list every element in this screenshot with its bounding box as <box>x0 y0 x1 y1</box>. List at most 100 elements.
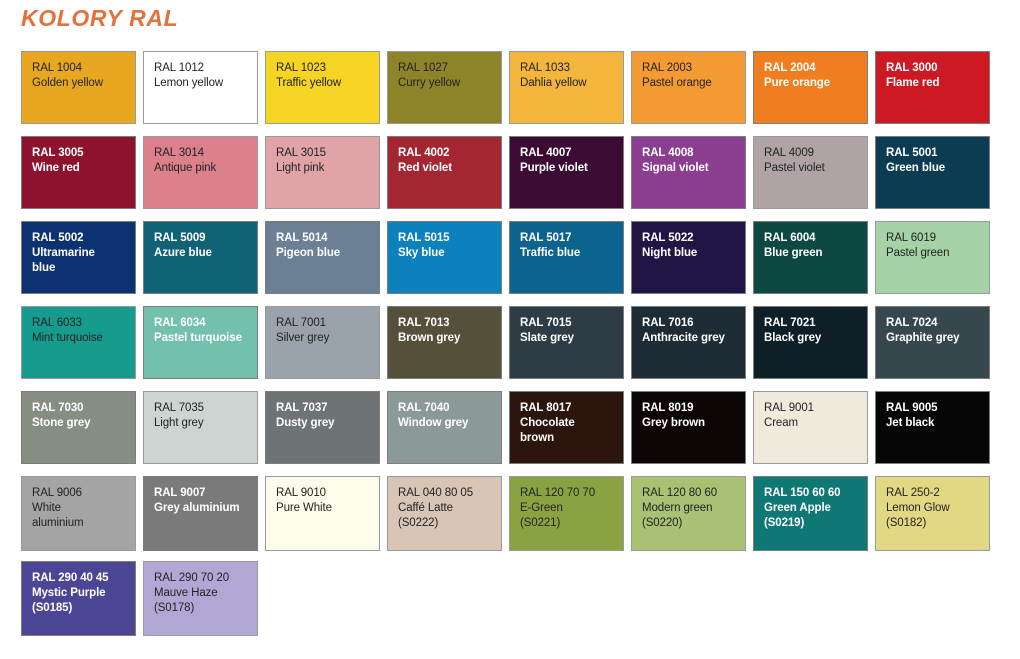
swatch-label: RAL 7035 Light grey <box>154 402 204 430</box>
color-swatch[interactable]: RAL 3000 Flame red <box>875 51 990 124</box>
swatch-label: RAL 5022 Night blue <box>642 232 698 260</box>
color-swatch[interactable]: RAL 6004 Blue green <box>753 221 868 294</box>
color-swatch[interactable]: RAL 5014 Pigeon blue <box>265 221 380 294</box>
color-swatch[interactable]: RAL 9006 White aluminium <box>21 476 136 551</box>
swatch-label: RAL 7016 Anthracite grey <box>642 317 725 345</box>
color-swatch[interactable]: RAL 4002 Red violet <box>387 136 502 209</box>
color-swatch[interactable]: RAL 7013 Brown grey <box>387 306 502 379</box>
color-swatch[interactable]: RAL 2004 Pure orange <box>753 51 868 124</box>
swatch-label: RAL 150 60 60 Green Apple (S0219) <box>764 487 841 530</box>
swatch-row: RAL 7030 Stone grey RAL 7035 Light grey RA… <box>21 391 999 476</box>
swatch-label: RAL 040 80 05 Caffé Latte (S0222) <box>398 487 473 530</box>
swatch-label: RAL 6019 Pastel green <box>886 232 950 260</box>
color-swatch[interactable]: RAL 290 70 20 Mauve Haze (S0178) <box>143 561 258 636</box>
swatch-label: RAL 8017 Chocolate brown <box>520 402 575 445</box>
swatch-label: RAL 290 70 20 Mauve Haze (S0178) <box>154 572 229 615</box>
color-swatch[interactable]: RAL 8017 Chocolate brown <box>509 391 624 464</box>
page-title: KOLORY RAL <box>21 5 179 31</box>
swatch-label: RAL 120 70 70 E-Green (S0221) <box>520 487 595 530</box>
swatch-label: RAL 9001 Cream <box>764 402 814 430</box>
swatch-label: RAL 8019 Grey brown <box>642 402 705 430</box>
color-swatch[interactable]: RAL 2003 Pastel orange <box>631 51 746 124</box>
color-swatch[interactable]: RAL 7035 Light grey <box>143 391 258 464</box>
color-swatch[interactable]: RAL 1004 Golden yellow <box>21 51 136 124</box>
color-swatch[interactable]: RAL 9010 Pure White <box>265 476 380 551</box>
color-swatch[interactable]: RAL 7021 Black grey <box>753 306 868 379</box>
color-swatch[interactable]: RAL 120 70 70 E-Green (S0221) <box>509 476 624 551</box>
swatch-label: RAL 290 40 45 Mystic Purple (S0185) <box>32 572 109 615</box>
color-swatch[interactable]: RAL 150 60 60 Green Apple (S0219) <box>753 476 868 551</box>
color-swatch[interactable]: RAL 3005 Wine red <box>21 136 136 209</box>
swatch-label: RAL 9006 White aluminium <box>32 487 84 530</box>
color-swatch[interactable]: RAL 7024 Graphite grey <box>875 306 990 379</box>
swatch-label: RAL 1027 Curry yellow <box>398 62 461 90</box>
color-swatch[interactable]: RAL 5009 Azure blue <box>143 221 258 294</box>
color-swatch[interactable]: RAL 7037 Dusty grey <box>265 391 380 464</box>
color-swatch[interactable]: RAL 7016 Anthracite grey <box>631 306 746 379</box>
swatch-grid: RAL 1004 Golden yellow RAL 1012 Lemon yel… <box>21 51 999 646</box>
swatch-label: RAL 250-2 Lemon Glow (S0182) <box>886 487 950 530</box>
swatch-row: RAL 290 40 45 Mystic Purple (S0185) RAL 2… <box>21 561 999 646</box>
color-swatch[interactable]: RAL 290 40 45 Mystic Purple (S0185) <box>21 561 136 636</box>
color-swatch[interactable]: RAL 7040 Window grey <box>387 391 502 464</box>
swatch-label: RAL 3014 Antique pink <box>154 147 217 175</box>
color-swatch[interactable]: RAL 4007 Purple violet <box>509 136 624 209</box>
swatch-placeholder <box>509 561 624 634</box>
swatch-label: RAL 3005 Wine red <box>32 147 84 175</box>
swatch-label: RAL 2003 Pastel orange <box>642 62 712 90</box>
swatch-label: RAL 5017 Traffic blue <box>520 232 581 260</box>
swatch-label: RAL 2004 Pure orange <box>764 62 831 90</box>
swatch-label: RAL 6033 Mint turquoise <box>32 317 103 345</box>
color-swatch[interactable]: RAL 040 80 05 Caffé Latte (S0222) <box>387 476 502 551</box>
swatch-label: RAL 1023 Traffic yellow <box>276 62 342 90</box>
swatch-row: RAL 5002 Ultramarine blue RAL 5009 Azure … <box>21 221 999 306</box>
swatch-label: RAL 1033 Dahlia yellow <box>520 62 587 90</box>
color-swatch[interactable]: RAL 7015 Slate grey <box>509 306 624 379</box>
swatch-label: RAL 6004 Blue green <box>764 232 823 260</box>
color-swatch[interactable]: RAL 7030 Stone grey <box>21 391 136 464</box>
swatch-label: RAL 1004 Golden yellow <box>32 62 103 90</box>
color-swatch[interactable]: RAL 6019 Pastel green <box>875 221 990 294</box>
swatch-label: RAL 1012 Lemon yellow <box>154 62 224 90</box>
color-swatch[interactable]: RAL 5022 Night blue <box>631 221 746 294</box>
swatch-row: RAL 9006 White aluminium RAL 9007 Grey al… <box>21 476 999 561</box>
swatch-placeholder <box>387 561 502 634</box>
swatch-row: RAL 6033 Mint turquoise RAL 6034 Pastel t… <box>21 306 999 391</box>
color-swatch[interactable]: RAL 5001 Green blue <box>875 136 990 209</box>
swatch-label: RAL 120 80 60 Modern green (S0220) <box>642 487 717 530</box>
color-swatch[interactable]: RAL 5017 Traffic blue <box>509 221 624 294</box>
color-swatch[interactable]: RAL 6034 Pastel turquoise <box>143 306 258 379</box>
swatch-label: RAL 7037 Dusty grey <box>276 402 335 430</box>
color-swatch[interactable]: RAL 5015 Sky blue <box>387 221 502 294</box>
swatch-label: RAL 5014 Pigeon blue <box>276 232 341 260</box>
color-swatch[interactable]: RAL 6033 Mint turquoise <box>21 306 136 379</box>
swatch-placeholder <box>631 561 746 634</box>
color-swatch[interactable]: RAL 5002 Ultramarine blue <box>21 221 136 294</box>
swatch-placeholder <box>265 561 380 634</box>
swatch-label: RAL 5015 Sky blue <box>398 232 450 260</box>
color-swatch[interactable]: RAL 1012 Lemon yellow <box>143 51 258 124</box>
swatch-label: RAL 7040 Window grey <box>398 402 469 430</box>
color-swatch[interactable]: RAL 120 80 60 Modern green (S0220) <box>631 476 746 551</box>
color-swatch[interactable]: RAL 3015 Light pink <box>265 136 380 209</box>
color-swatch[interactable]: RAL 9005 Jet black <box>875 391 990 464</box>
swatch-row: RAL 3005 Wine red RAL 3014 Antique pink RA… <box>21 136 999 221</box>
swatch-label: RAL 7001 Silver grey <box>276 317 330 345</box>
color-swatch[interactable]: RAL 1027 Curry yellow <box>387 51 502 124</box>
color-swatch[interactable]: RAL 1023 Traffic yellow <box>265 51 380 124</box>
swatch-label: RAL 3000 Flame red <box>886 62 940 90</box>
swatch-label: RAL 6034 Pastel turquoise <box>154 317 242 345</box>
color-swatch[interactable]: RAL 4008 Signal violet <box>631 136 746 209</box>
color-swatch[interactable]: RAL 250-2 Lemon Glow (S0182) <box>875 476 990 551</box>
color-swatch[interactable]: RAL 9007 Grey aluminium <box>143 476 258 551</box>
swatch-label: RAL 5002 Ultramarine blue <box>32 232 95 275</box>
color-swatch[interactable]: RAL 4009 Pastel violet <box>753 136 868 209</box>
swatch-label: RAL 9007 Grey aluminium <box>154 487 240 515</box>
color-swatch[interactable]: RAL 7001 Silver grey <box>265 306 380 379</box>
color-swatch[interactable]: RAL 3014 Antique pink <box>143 136 258 209</box>
color-swatch[interactable]: RAL 8019 Grey brown <box>631 391 746 464</box>
color-swatch[interactable]: RAL 9001 Cream <box>753 391 868 464</box>
swatch-label: RAL 4009 Pastel violet <box>764 147 825 175</box>
color-swatch[interactable]: RAL 1033 Dahlia yellow <box>509 51 624 124</box>
